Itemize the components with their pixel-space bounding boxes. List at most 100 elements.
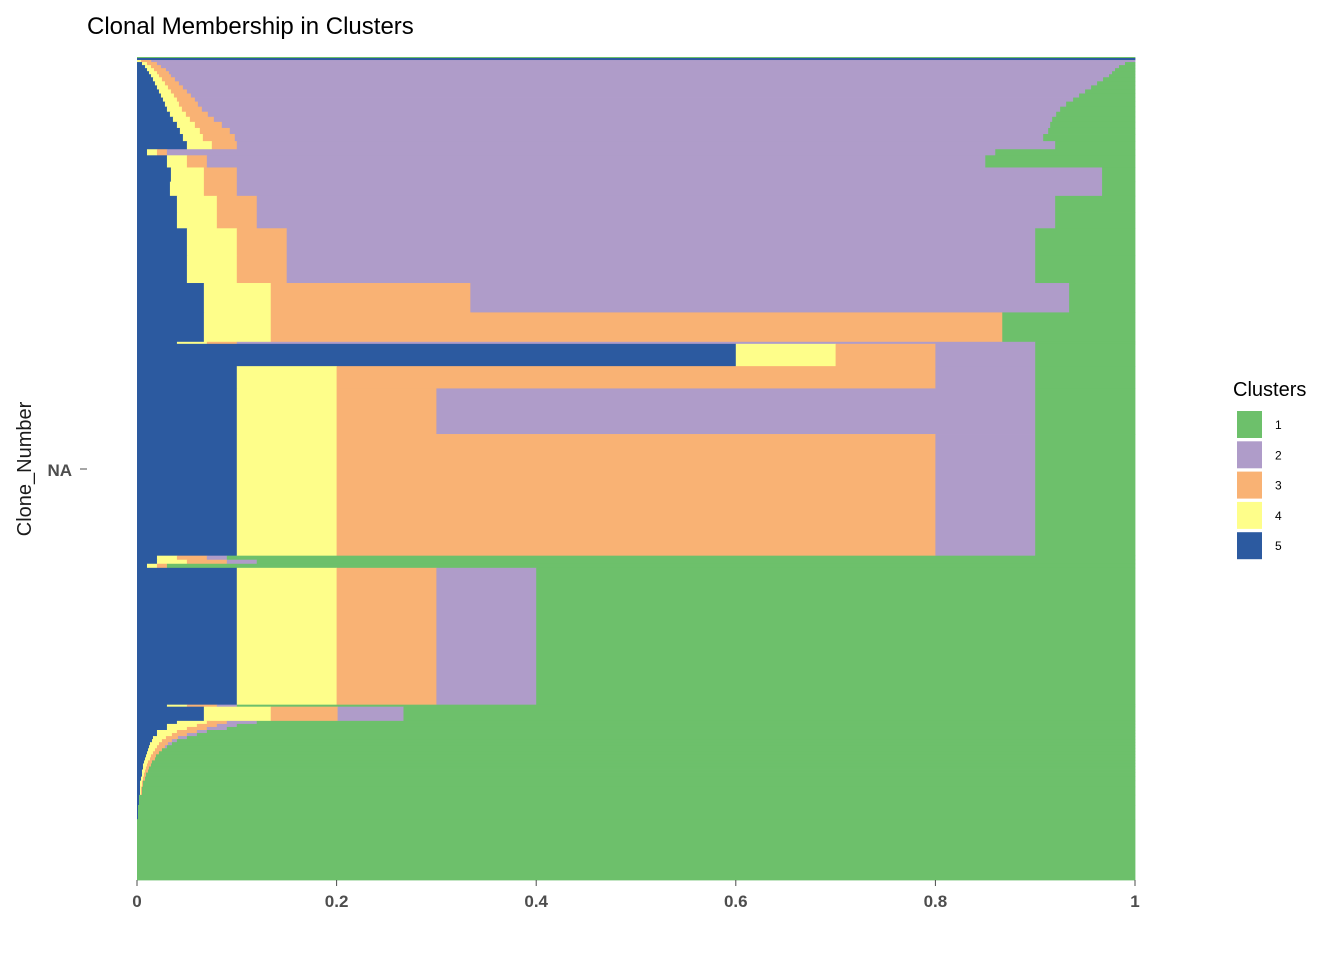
- bar-segment-cluster-4: [182, 134, 204, 142]
- bar-segment-cluster-3: [186, 559, 228, 565]
- bar-segment-cluster-2: [156, 62, 1126, 66]
- x-tick-label: 0: [132, 892, 141, 911]
- bar-segment-cluster-4: [166, 726, 188, 731]
- bar-segment-cluster-5: [137, 769, 143, 773]
- bar-segment-cluster-1: [985, 155, 1136, 168]
- bar-segment-cluster-1: [1035, 255, 1136, 284]
- legend: Clusters 1 2 3 4 5: [1233, 379, 1306, 560]
- bar-segment-cluster-4: [148, 71, 158, 75]
- bar-segment-cluster-3: [156, 149, 168, 156]
- bar-segment-cluster-3: [152, 751, 160, 755]
- bar-segment-cluster-1: [1055, 195, 1136, 213]
- bar-segment-cluster-1: [1052, 116, 1136, 123]
- bar-segment-cluster-3: [189, 116, 215, 123]
- legend-label-cluster-4: 4: [1275, 509, 1282, 523]
- bar-segment-cluster-2: [194, 97, 1074, 102]
- bar-segment-cluster-2: [164, 745, 168, 749]
- bar-segment-cluster-4: [236, 434, 337, 557]
- bar-segment-cluster-4: [151, 739, 163, 743]
- bar-segment-cluster-3: [186, 726, 208, 731]
- bar-segment-cluster-1: [403, 706, 1136, 722]
- bar-segment-cluster-1: [158, 751, 1136, 755]
- bar-segment-cluster-3: [206, 341, 238, 345]
- bar-segment-cluster-2: [286, 228, 1036, 257]
- bar-segment-cluster-2: [190, 93, 1080, 98]
- bar-segment-cluster-2: [177, 736, 188, 740]
- bar-segment-cluster-5: [137, 366, 238, 389]
- bar-segment-cluster-4: [735, 343, 836, 367]
- bar-segment-cluster-3: [176, 730, 198, 734]
- bar-segment-cluster-2: [166, 149, 996, 156]
- bar-segment-cluster-1: [1125, 62, 1136, 66]
- bar-segment-cluster-3: [143, 772, 147, 778]
- bar-segment-cluster-4: [146, 563, 158, 569]
- bar-segment-cluster-5: [137, 62, 143, 66]
- bar-segment-cluster-3: [167, 85, 184, 90]
- bar-segment-cluster-5: [137, 742, 151, 746]
- bar-segment-cluster-5: [137, 71, 150, 75]
- bar-segment-cluster-3: [186, 155, 208, 168]
- x-tick-label: 0.6: [724, 892, 748, 911]
- bar-segment-cluster-5: [137, 97, 164, 102]
- bar-segment-cluster-5: [137, 786, 141, 796]
- bar-segment-cluster-3: [150, 754, 157, 758]
- bar-segment-cluster-1: [1115, 68, 1136, 72]
- bar-segment-cluster-1: [142, 780, 1136, 788]
- bar-segment-cluster-4: [203, 312, 272, 343]
- bar-segment-cluster-2: [256, 212, 1056, 229]
- plot-area: [137, 57, 1136, 881]
- bar-segment-cluster-5: [137, 89, 160, 94]
- bar-segment-cluster-3: [216, 212, 258, 229]
- bar-segment-cluster-1: [1102, 181, 1136, 197]
- bar-segment-cluster-4: [137, 60, 142, 63]
- bar-segment-cluster-3: [170, 89, 188, 94]
- bar-segment-cluster-3: [154, 748, 163, 752]
- bar-segment-cluster-5: [137, 757, 146, 761]
- bar-segment-cluster-3: [144, 769, 149, 773]
- bar-segment-cluster-3: [165, 736, 179, 740]
- bar-segment-cluster-3: [178, 101, 199, 108]
- bar-segment-cluster-2: [436, 567, 537, 706]
- bar-segment-cluster-3: [202, 134, 236, 142]
- bar-segment-cluster-4: [176, 212, 218, 229]
- bar-segment-cluster-3: [149, 757, 156, 761]
- bar-segment-cluster-2: [935, 366, 1036, 389]
- bar-segment-cluster-1: [1112, 71, 1136, 75]
- bar-segment-cluster-3: [141, 780, 144, 788]
- legend-label-cluster-1: 1: [1275, 418, 1282, 432]
- bar-segment-cluster-3: [236, 255, 288, 284]
- bar-segment-cluster-1: [1055, 141, 1136, 150]
- bar-segment-cluster-1: [171, 742, 1136, 746]
- bar-segment-cluster-1: [256, 559, 1136, 565]
- bar-segment-cluster-3: [270, 283, 471, 313]
- bar-segment-cluster-4: [186, 141, 213, 150]
- bar-segment-cluster-5: [137, 127, 181, 135]
- legend-key-cluster-1: [1237, 411, 1262, 438]
- bar-segment-cluster-4: [156, 85, 169, 90]
- bar-segment-cluster-2: [168, 71, 1113, 75]
- bar-segment-cluster-4: [149, 742, 160, 746]
- bar-segment-cluster-2: [174, 77, 1104, 82]
- bar-segment-cluster-3: [336, 567, 437, 706]
- bar-segment-cluster-2: [186, 89, 1086, 94]
- bar-segment-cluster-4: [170, 167, 205, 183]
- bar-segment-cluster-4: [203, 283, 272, 313]
- bar-segment-cluster-5: [137, 283, 205, 313]
- bar-segment-cluster-2: [216, 723, 238, 728]
- bar-segment-cluster-3: [203, 167, 238, 183]
- bar-segment-cluster-5: [137, 121, 178, 129]
- bar-segment-cluster-1: [1035, 366, 1136, 389]
- bar-segment-cluster-1: [148, 766, 1136, 770]
- bar-segment-cluster-5: [137, 58, 1136, 61]
- bar-segment-cluster-1: [226, 555, 1136, 561]
- bar-segment-cluster-4: [142, 766, 147, 770]
- bar-segment-cluster-5: [137, 805, 139, 820]
- bar-segment-cluster-5: [137, 559, 158, 565]
- bar-segment-cluster-1: [161, 748, 1136, 752]
- bar-segment-cluster-5: [137, 760, 145, 764]
- bar-segment-cluster-5: [137, 748, 149, 752]
- bar-segment-cluster-4: [166, 704, 188, 708]
- bar-segment-cluster-3: [146, 62, 158, 66]
- bar-segment-cluster-3: [158, 74, 172, 78]
- bar-segment-cluster-4: [160, 93, 175, 98]
